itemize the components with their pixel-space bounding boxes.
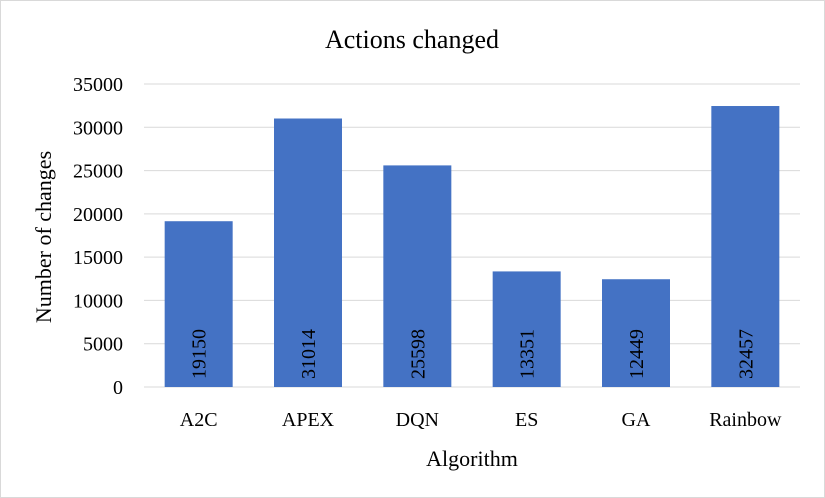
x-tick-labels: A2C APEX DQN ES GA Rainbow <box>180 409 782 431</box>
chart-title: Actions changed <box>325 25 499 54</box>
bar-a2c <box>164 221 233 387</box>
bar-dqn <box>383 165 452 387</box>
y-tick-label: 15000 <box>73 247 123 269</box>
data-label: 25598 <box>407 329 429 379</box>
bar-ga <box>602 279 670 387</box>
y-tick-labels: 0 5000 10000 15000 20000 25000 30000 35000 <box>73 74 123 399</box>
x-axis-label: Algorithm <box>426 446 518 471</box>
x-tick-label: Rainbow <box>709 409 782 431</box>
x-tick-label: ES <box>515 409 538 431</box>
x-tick-label: APEX <box>282 409 335 431</box>
data-label: 31014 <box>298 329 320 379</box>
bar-es <box>492 271 561 387</box>
y-tick-label: 35000 <box>73 74 123 96</box>
y-tick-label: 10000 <box>73 290 123 312</box>
x-tick-label: A2C <box>180 409 218 431</box>
x-tick-label: GA <box>622 409 651 431</box>
bar-rainbow <box>711 106 780 388</box>
y-axis-label: Number of changes <box>31 151 56 323</box>
y-tick-label: 0 <box>113 377 123 399</box>
y-tick-label: 30000 <box>73 117 123 139</box>
bar-apex <box>274 118 342 387</box>
y-tick-label: 20000 <box>73 204 123 226</box>
x-tick-label: DQN <box>396 409 439 431</box>
data-label: 19150 <box>189 329 211 379</box>
data-label: 13351 <box>517 329 539 379</box>
gridlines <box>144 83 800 388</box>
data-label: 12449 <box>626 329 648 379</box>
data-labels: 19150 31014 25598 13351 12449 32457 <box>189 329 758 379</box>
data-label: 32457 <box>735 329 757 379</box>
y-tick-label: 5000 <box>83 334 123 356</box>
y-tick-label: 25000 <box>73 161 123 183</box>
bars <box>164 106 780 388</box>
